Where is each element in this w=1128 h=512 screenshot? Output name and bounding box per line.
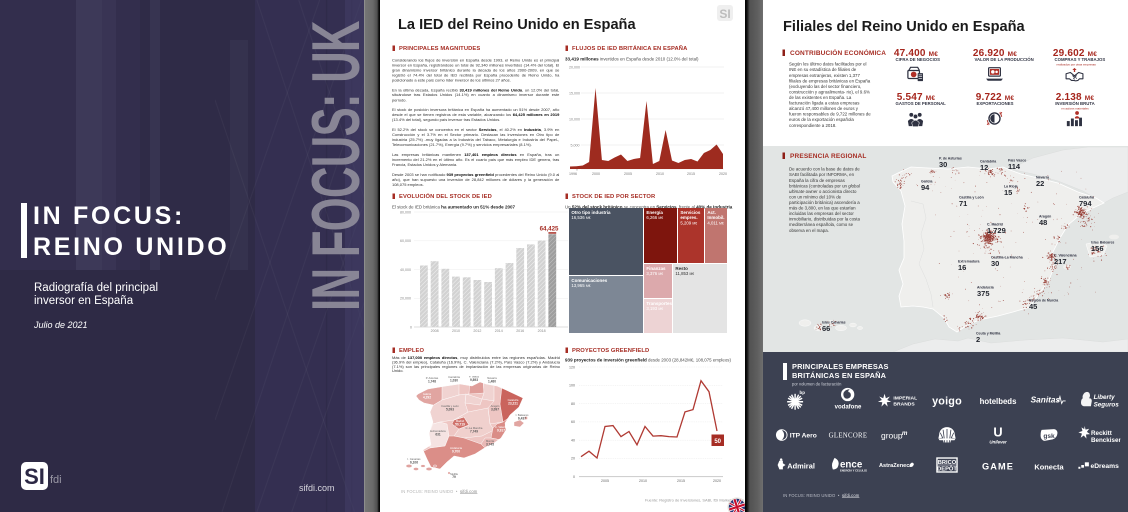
svg-text:15,000: 15,000 bbox=[569, 92, 580, 96]
svg-text:2020: 2020 bbox=[713, 479, 721, 483]
svg-text:9,893: 9,893 bbox=[470, 378, 478, 382]
svg-text:BRANDS: BRANDS bbox=[893, 401, 915, 407]
svg-text:BRICO: BRICO bbox=[938, 460, 957, 466]
svg-text:I. Baleares: I. Baleares bbox=[516, 413, 530, 417]
svg-text:Seguros.: Seguros. bbox=[1094, 401, 1119, 408]
svg-text:120: 120 bbox=[569, 366, 575, 370]
svg-text:80: 80 bbox=[571, 402, 575, 406]
svg-text:60: 60 bbox=[571, 420, 575, 424]
svg-text:1,748: 1,748 bbox=[428, 380, 436, 384]
svg-text:Madrid: Madrid bbox=[456, 419, 465, 423]
svg-text:5,093: 5,093 bbox=[446, 408, 454, 412]
svg-text:I. Canarias: I. Canarias bbox=[408, 457, 422, 461]
svg-text:2000: 2000 bbox=[592, 172, 600, 176]
svg-text:2010: 2010 bbox=[656, 172, 664, 176]
svg-text:40: 40 bbox=[571, 439, 575, 443]
svg-text:3,097: 3,097 bbox=[491, 408, 499, 412]
svg-text:bp: bp bbox=[800, 390, 806, 395]
svg-text:Melilla: Melilla bbox=[450, 472, 458, 476]
svg-text:Aragón: Aragón bbox=[491, 404, 500, 408]
svg-text:0: 0 bbox=[410, 326, 412, 330]
svg-text:23,221: 23,221 bbox=[508, 402, 518, 406]
svg-text:Benckiser: Benckiser bbox=[1091, 437, 1121, 444]
svg-text:2010: 2010 bbox=[452, 329, 460, 333]
svg-text:C.-La Mancha: C.-La Mancha bbox=[466, 426, 483, 430]
svg-text:2015: 2015 bbox=[687, 172, 695, 176]
svg-text:20,000: 20,000 bbox=[400, 297, 411, 301]
svg-text:5,000: 5,000 bbox=[571, 144, 580, 148]
svg-text:Liberty: Liberty bbox=[1094, 394, 1115, 401]
svg-text:50,719: 50,719 bbox=[455, 423, 465, 427]
svg-text:631: 631 bbox=[435, 433, 441, 437]
svg-text:3,745: 3,745 bbox=[486, 443, 494, 447]
svg-text:Andalucía: Andalucía bbox=[450, 446, 462, 450]
svg-text:Cataluña: Cataluña bbox=[508, 398, 519, 402]
svg-text:2016: 2016 bbox=[516, 329, 524, 333]
svg-text:ENERGÍA Y CELULOSA: ENERGÍA Y CELULOSA bbox=[840, 468, 867, 473]
svg-text:20,000: 20,000 bbox=[569, 66, 580, 70]
svg-text:9,917: 9,917 bbox=[497, 429, 505, 433]
svg-text:10,000: 10,000 bbox=[569, 118, 580, 122]
svg-text:m: m bbox=[902, 430, 908, 437]
svg-text:40,000: 40,000 bbox=[400, 268, 411, 272]
svg-text:2015: 2015 bbox=[677, 479, 685, 483]
svg-text:0: 0 bbox=[576, 168, 578, 172]
svg-text:Admiral: Admiral bbox=[787, 462, 815, 471]
svg-text:eDreams: eDreams bbox=[1090, 463, 1119, 470]
svg-text:Murcia: Murcia bbox=[486, 439, 495, 443]
svg-text:Unilever: Unilever bbox=[989, 439, 1007, 444]
svg-text:20: 20 bbox=[571, 457, 575, 461]
svg-text:Galicia: Galicia bbox=[423, 392, 432, 396]
svg-text:60,000: 60,000 bbox=[400, 239, 411, 243]
svg-text:P. Vasco: P. Vasco bbox=[469, 376, 480, 379]
svg-text:group: group bbox=[881, 431, 903, 441]
svg-text:6,437: 6,437 bbox=[518, 417, 526, 421]
svg-text:2014: 2014 bbox=[495, 329, 503, 333]
svg-text:C. Valenc.: C. Valenc. bbox=[495, 425, 507, 429]
svg-text:2012: 2012 bbox=[473, 329, 481, 333]
svg-text:4,292: 4,292 bbox=[423, 396, 431, 400]
svg-text:100: 100 bbox=[569, 384, 575, 388]
svg-text:DEPÔT: DEPÔT bbox=[937, 464, 957, 472]
svg-text:Cantabria: Cantabria bbox=[448, 376, 460, 379]
svg-text:79: 79 bbox=[452, 475, 456, 479]
svg-text:Castilla y León: Castilla y León bbox=[441, 404, 459, 408]
svg-text:7,749: 7,749 bbox=[470, 430, 478, 434]
svg-text:9,700: 9,700 bbox=[452, 450, 460, 454]
svg-text:Extremadura: Extremadura bbox=[430, 429, 446, 433]
svg-text:50: 50 bbox=[714, 439, 721, 445]
svg-text:2018: 2018 bbox=[538, 329, 546, 333]
svg-text:2005: 2005 bbox=[601, 479, 609, 483]
svg-text:Reckitt: Reckitt bbox=[1091, 430, 1113, 437]
svg-text:Navarra: Navarra bbox=[487, 376, 497, 380]
svg-text:64,425: 64,425 bbox=[540, 226, 559, 233]
svg-text:1,030: 1,030 bbox=[450, 379, 458, 383]
svg-text:80,000: 80,000 bbox=[400, 211, 411, 215]
svg-text:2005: 2005 bbox=[624, 172, 632, 176]
svg-text:2020: 2020 bbox=[719, 172, 727, 176]
svg-text:ence: ence bbox=[840, 460, 863, 471]
svg-text:0: 0 bbox=[573, 475, 575, 479]
svg-text:IMPERIAL: IMPERIAL bbox=[893, 396, 917, 402]
svg-text:ITP Aero: ITP Aero bbox=[790, 433, 817, 440]
svg-text:2008: 2008 bbox=[431, 329, 439, 333]
svg-text:1,480: 1,480 bbox=[488, 380, 496, 384]
svg-text:2010: 2010 bbox=[639, 479, 647, 483]
svg-text:gsk: gsk bbox=[1043, 433, 1055, 440]
svg-text:P. Asturias: P. Asturias bbox=[426, 376, 439, 380]
svg-text:6,106: 6,106 bbox=[410, 461, 418, 465]
svg-text:U: U bbox=[993, 424, 1002, 439]
svg-text:AstraZeneca: AstraZeneca bbox=[879, 463, 913, 469]
svg-text:1996: 1996 bbox=[569, 172, 577, 176]
svg-text:Sanitas: Sanitas bbox=[1031, 395, 1061, 405]
